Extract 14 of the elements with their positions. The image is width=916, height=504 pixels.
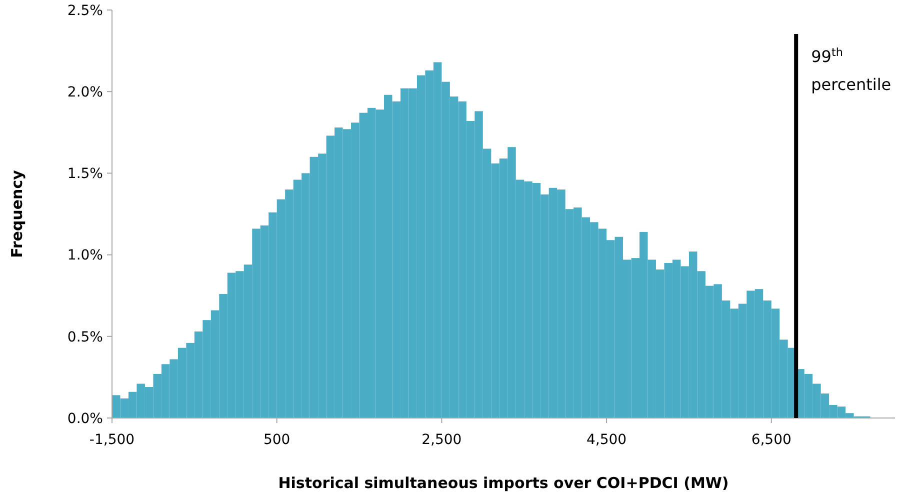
x-tick-label: -1,500 [89,432,135,448]
y-tick-label: 2.0% [67,84,103,100]
y-tick-label: 0.0% [67,410,103,427]
y-tick-label: 2.5% [67,2,103,19]
y-axis-title: Frequency [8,170,26,258]
y-tick-label: 1.0% [67,248,103,264]
x-tick-label: 4,500 [586,432,627,448]
x-tick-label: 500 [263,432,290,448]
x-axis-title: Historical simultaneous imports over COI+PDCI (MW) [278,474,729,492]
y-tick-label: 0.5% [67,329,103,346]
x-tick-label: 6,500 [751,432,792,448]
y-tick-label: 1.5% [67,166,103,182]
text: 99$^{th}$ percentile [811,46,892,94]
x-tick-label: 2,500 [422,432,462,448]
